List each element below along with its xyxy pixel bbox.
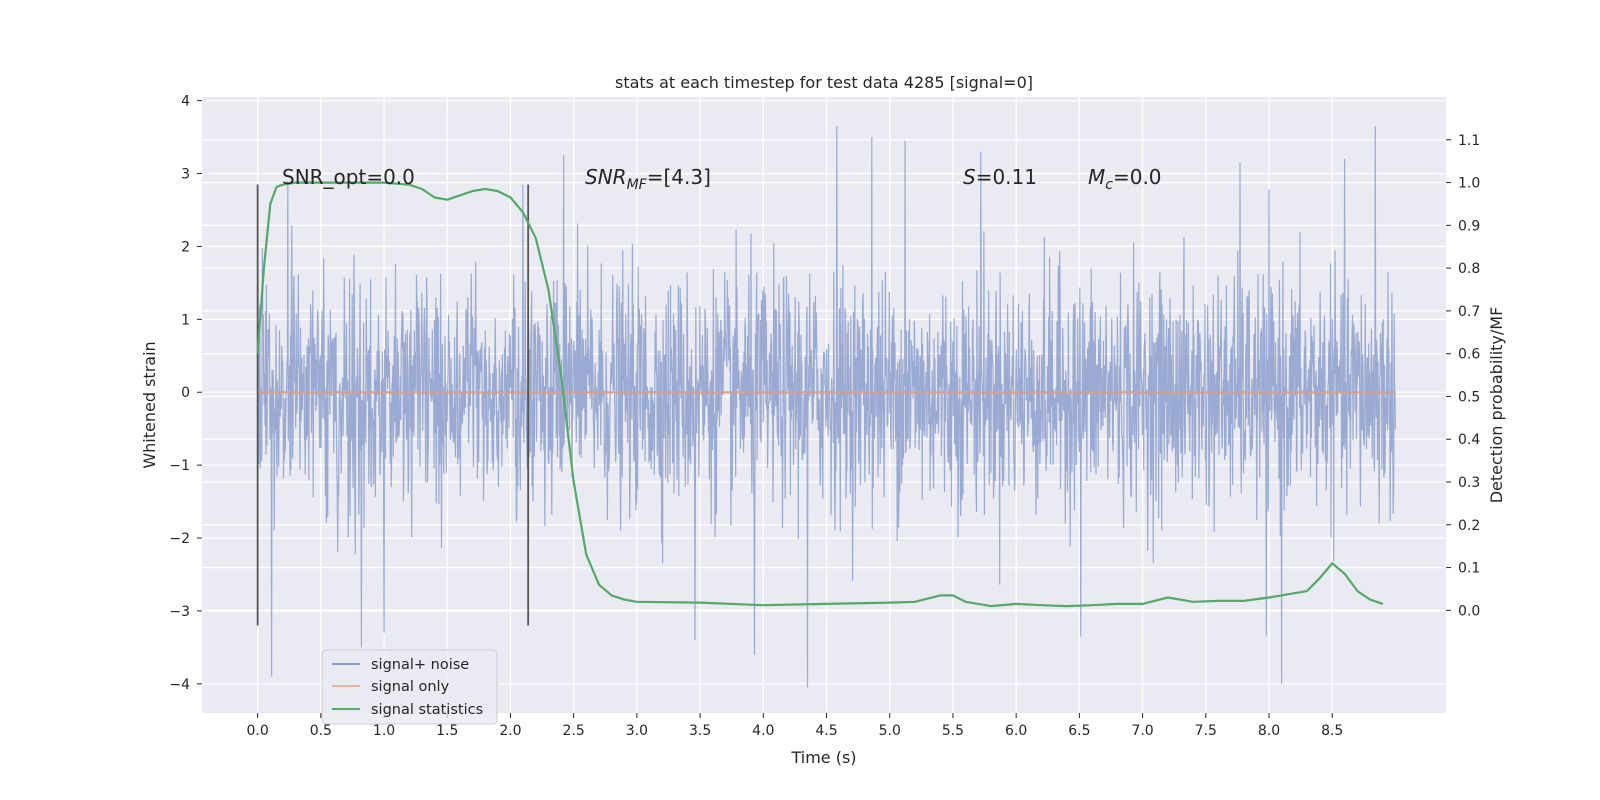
signal-noise-trace <box>257 126 1396 688</box>
annotation-snr-mf-main: SNR <box>585 165 627 189</box>
y-tick-label-3: 1 <box>181 312 190 328</box>
y2-tick-label-7: 0.4 <box>1458 432 1480 448</box>
annotation-snr-mf: SNRMF=[4.3] <box>585 165 711 193</box>
y2-tick-label-9: 0.2 <box>1458 518 1480 534</box>
signal-statistics-curve <box>256 181 1384 608</box>
x-tick-label-3: 1.5 <box>436 723 458 739</box>
marker-lines <box>256 184 530 626</box>
x-tick-label-1: 0.5 <box>310 723 332 739</box>
x-tick-label-8: 4.0 <box>752 723 774 739</box>
x-tick-label-14: 7.0 <box>1131 723 1153 739</box>
y-tick-label-0: 4 <box>181 94 190 110</box>
y2-tick-label-10: 0.1 <box>1458 561 1480 577</box>
annotation-snr-mf-sub: MF <box>627 177 648 193</box>
x-tick-label-11: 5.5 <box>942 723 964 739</box>
annotation-mc: Mc=0.0 <box>1088 165 1162 193</box>
x-tick-label-9: 4.5 <box>815 723 837 739</box>
y2-axis-label: Detection probability/MF <box>1487 307 1506 504</box>
x-axis-label: Time (s) <box>790 748 856 767</box>
y2-axis-ticks: 1.1 1.0 0.9 0.8 0.7 0.6 0.5 0.4 0.3 0.2 0.1 0.0 <box>1446 133 1480 619</box>
x-tick-label-10: 5.0 <box>879 723 901 739</box>
legend-box <box>321 649 498 725</box>
legend: signal+ noise signal only signal statist… <box>321 649 498 725</box>
y2-tick-label-6: 0.5 <box>1458 389 1480 405</box>
x-tick-label-12: 6.0 <box>1005 723 1027 739</box>
y2-tick-label-4: 0.7 <box>1458 304 1480 320</box>
y-tick-label-4: 0 <box>181 385 190 401</box>
y2-tick-label-3: 0.8 <box>1458 261 1480 277</box>
x-tick-label-15: 7.5 <box>1195 723 1217 739</box>
y-tick-label-6: −2 <box>169 531 190 547</box>
legend-label-signal-statistics: signal statistics <box>371 702 483 718</box>
legend-label-signal-only: signal only <box>371 679 450 695</box>
y-tick-label-2: 2 <box>181 239 190 255</box>
annotation-mc-main: M <box>1088 165 1105 189</box>
series-signal-noise <box>257 126 1396 688</box>
y-axis-label: Whitened strain <box>140 341 159 468</box>
x-tick-label-7: 3.5 <box>689 723 711 739</box>
y-tick-label-8: −4 <box>169 677 190 693</box>
annotations: SNR_opt=0.0 SNRMF=[4.3] S=0.11 Mc=0.0 <box>282 165 1162 193</box>
annotation-mc-rest: =0.0 <box>1113 165 1162 189</box>
y2-tick-label-1: 1.0 <box>1458 176 1480 192</box>
x-tick-label-13: 6.5 <box>1068 723 1090 739</box>
y2-tick-label-0: 1.1 <box>1458 133 1480 149</box>
legend-label-signal-noise: signal+ noise <box>371 657 469 673</box>
annotation-s: S=0.11 <box>963 165 1037 189</box>
x-tick-label-6: 3.0 <box>626 723 648 739</box>
y2-tick-label-2: 0.9 <box>1458 218 1480 234</box>
x-tick-label-17: 8.5 <box>1321 723 1343 739</box>
y-axis-ticks: 4 3 2 1 0 −1 −2 −3 −4 <box>169 94 202 693</box>
x-tick-label-0: 0.0 <box>246 723 268 739</box>
x-tick-label-2: 1.0 <box>373 723 395 739</box>
x-axis-ticks: 0.0 0.5 1.0 1.5 2.0 2.5 3.0 3.5 4.0 4.5 5.0 5.5 6.0 6… <box>246 713 1343 739</box>
y-tick-label-5: −1 <box>169 458 190 474</box>
annotation-s-rest: =0.11 <box>976 165 1037 189</box>
chart-title: stats at each timestep for test data 428… <box>615 73 1033 92</box>
annotation-mc-sub: c <box>1105 177 1113 193</box>
y-tick-label-1: 3 <box>181 167 190 183</box>
annotation-snr-mf-rest: =[4.3] <box>647 165 711 189</box>
y2-tick-label-11: 0.0 <box>1458 603 1480 619</box>
y2-tick-label-8: 0.3 <box>1458 475 1480 491</box>
annotation-snr-opt: SNR_opt=0.0 <box>282 165 415 189</box>
x-tick-label-16: 8.0 <box>1258 723 1280 739</box>
y2-tick-label-5: 0.6 <box>1458 347 1480 363</box>
x-tick-label-5: 2.5 <box>563 723 585 739</box>
series-signal-statistics <box>256 181 1384 608</box>
y-tick-label-7: −3 <box>169 604 190 620</box>
x-tick-label-4: 2.0 <box>499 723 521 739</box>
annotation-s-main: S <box>963 165 976 189</box>
